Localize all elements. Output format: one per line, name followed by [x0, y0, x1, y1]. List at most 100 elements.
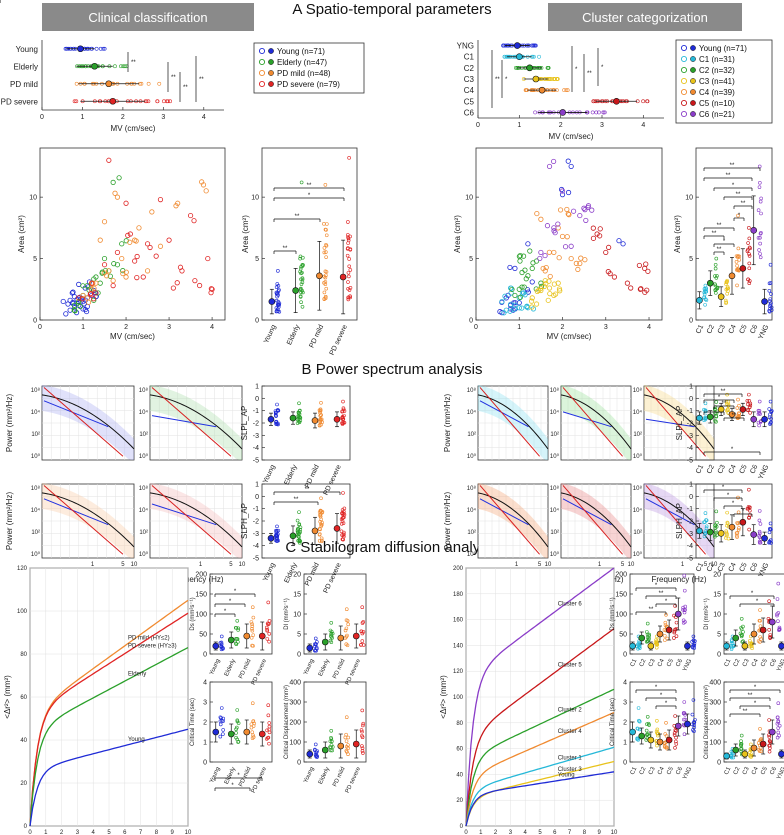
- area-mv-cluster-point: [524, 287, 531, 293]
- area-mv-cluster-xtick-label: 4: [647, 324, 651, 331]
- area-clinical-dot: [347, 264, 352, 269]
- area-mv-cluster-point: [540, 265, 546, 272]
- area-cluster-category-label: C6: [749, 324, 759, 335]
- area-mv-cluster-point: [538, 216, 544, 222]
- mv-clinical-dot: [121, 64, 126, 69]
- area-mv-clinical-point: [157, 243, 164, 249]
- slpl-cluster-dot-max: [768, 399, 773, 404]
- slph-clinical-dot: [297, 531, 301, 536]
- area-mv-clinical-point: [101, 255, 108, 262]
- sda-clinical-p3-dot: [328, 739, 333, 744]
- slph-cluster-dot: [748, 508, 752, 513]
- slpl-cluster-dot-max: [736, 397, 740, 402]
- area-clinical-category-label: PD mild: [308, 324, 325, 349]
- sda-clinical-p2-mean: [227, 730, 235, 738]
- sda-cluster-p0-dot: [644, 639, 649, 644]
- slph-cluster-ytick-label: 0: [689, 494, 693, 501]
- area-cluster-dot: [724, 280, 729, 285]
- sda-cluster-p3-mean: [768, 728, 776, 736]
- area-clinical-dot: [322, 290, 327, 295]
- sda-cluster-p1-dot: [729, 641, 734, 646]
- slph-cluster-dot: [704, 526, 709, 530]
- sda-cluster-p1-ytick-label: 20: [713, 572, 721, 579]
- msd-clinical-xtick-label: 9: [171, 830, 175, 835]
- mv-clinical-dot: [139, 81, 144, 86]
- slpl-cluster-mean: [761, 415, 768, 423]
- slph-cluster-ylabel: SLPH_AP: [675, 503, 684, 539]
- sda-clinical-p3-dot-max: [313, 742, 318, 747]
- sda-cluster-p1-category-label: C2: [733, 658, 742, 668]
- area-cluster-frame: [695, 147, 773, 321]
- mv-cluster-group-label: YNG: [457, 42, 474, 51]
- area-cluster-dot: [769, 308, 774, 312]
- area-cluster-dot: [747, 252, 751, 256]
- sda-clinical-p2-category-label: PD severe: [251, 766, 269, 795]
- sda-clinical-p2-dot-max: [235, 708, 240, 712]
- area-mv-clinical-point: [110, 282, 116, 289]
- area-cluster-dot: [713, 266, 718, 271]
- area-cluster-9-sig: **: [717, 247, 722, 253]
- mv-cluster-dot: [565, 88, 570, 93]
- psd-pdsevere-xtick-label: 5: [229, 562, 233, 568]
- slpl-clinical-dot: [276, 422, 280, 427]
- cluster-legend-entry: C3 (n=41): [699, 77, 735, 86]
- psd-clinical-top-ylabel: Power (mm²/Hz): [5, 394, 14, 453]
- mv-clinical-dot: [155, 99, 160, 104]
- mv-clinical-dot: [146, 99, 151, 104]
- slph-clinical-dot: [319, 536, 324, 541]
- sda-clinical-p2-ylabel: Critical Time (sec): [190, 698, 196, 746]
- clinical-legend-entry: Young (n=71): [277, 47, 325, 56]
- sda-cluster-p3-dot: [776, 730, 781, 735]
- area-mv-cluster-point: [565, 211, 571, 217]
- sda-cluster-dl-0-sig: *: [751, 591, 754, 597]
- sda-cluster-p1-mean: [768, 618, 776, 626]
- sda-cluster-p3-dot: [767, 733, 771, 738]
- sda-cluster-p1-mean: [759, 626, 767, 634]
- sda-cluster-p2-mean: [629, 728, 636, 736]
- area-mv-cluster-point: [582, 207, 588, 213]
- sda-cluster-ds-0-sig: *: [655, 583, 658, 589]
- slpl-cluster-ytick-label: -1: [687, 408, 693, 415]
- sda-clinical-p1-mean: [337, 634, 345, 642]
- cluster-legend-marker-filled: [690, 78, 696, 84]
- psd-pdsevere-ytick-label: 10²: [139, 530, 148, 536]
- mv-cluster-dot: [546, 65, 551, 70]
- psd-c6-low-fit: [645, 498, 695, 526]
- area-cluster-category-label: C4: [728, 324, 738, 335]
- sda-cluster-p3-mean: [778, 750, 784, 758]
- psd-c4-band: [478, 482, 548, 558]
- area-mv-cluster-ytick-label: 0: [469, 318, 473, 325]
- mv-clinical-sig: **: [131, 60, 136, 66]
- sda-cluster-p2-dot: [674, 742, 679, 746]
- area-mv-cluster-point: [534, 288, 540, 295]
- mv-cluster-dot: [548, 77, 552, 81]
- sda-clinical-p1-dot: [346, 622, 351, 627]
- area-cluster-dot: [769, 292, 773, 296]
- sda-cluster-p2-dot: [655, 731, 659, 735]
- sda-clinical-p1-dot: [314, 642, 318, 647]
- sda-cluster-cdisp-3-sig: **: [743, 709, 748, 715]
- slpl-clinical-dot: [317, 408, 322, 412]
- area-clinical-dot: [346, 270, 351, 275]
- sda-cluster-p2-dot: [672, 733, 677, 737]
- slpl-cluster-dot: [757, 411, 762, 415]
- area-clinical-dot-max: [276, 269, 280, 273]
- slph-cluster-dot: [724, 529, 728, 533]
- area-mv-clinical-point: [125, 232, 131, 238]
- slph-clinical-ytick-label: 1: [255, 482, 259, 489]
- slpl-cluster-ylabel: SLPL_AP: [675, 406, 684, 441]
- psd-c3-ytick-label: 10⁰: [633, 453, 643, 460]
- sda-cluster-p0-dot: [654, 640, 659, 645]
- slph-cluster-category-label: C5: [739, 562, 749, 573]
- slph-cluster-dot: [704, 518, 708, 522]
- area-cluster-dot: [747, 254, 752, 258]
- sda-cluster-p0-dot: [638, 646, 642, 650]
- area-mv-clinical-point: [127, 231, 133, 237]
- msd-cluster-series-line: [465, 746, 615, 827]
- area-clinical-dot: [300, 270, 304, 275]
- sda-cluster-p2-dot: [646, 732, 650, 737]
- sda-clinical-p1-dot: [359, 629, 364, 634]
- sda-cluster-p2-dot-max: [645, 714, 650, 719]
- msd-clinical-series-label: PD severe (HY≥3): [128, 644, 177, 650]
- slph-cluster-ytick-label: -1: [687, 506, 693, 513]
